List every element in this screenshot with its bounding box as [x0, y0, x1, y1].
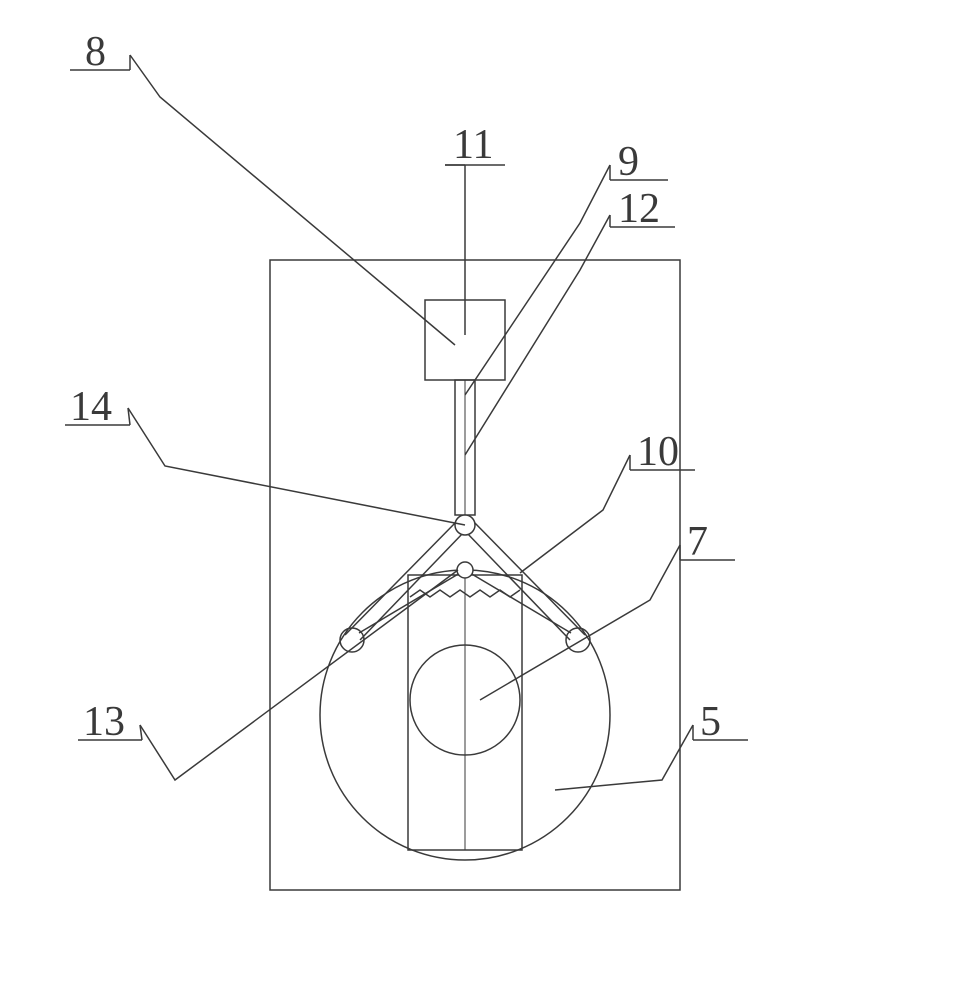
leader-12	[465, 215, 610, 455]
leader-5	[555, 725, 693, 790]
callout-10: 10	[637, 429, 679, 475]
callout-11: 11	[453, 122, 493, 168]
callout-12: 12	[618, 186, 660, 232]
callout-14: 14	[70, 384, 112, 430]
leader-9	[465, 165, 610, 395]
callout-13: 13	[83, 699, 125, 745]
leader-10	[520, 455, 630, 573]
callout-7: 7	[687, 519, 708, 565]
technical-diagram: 8 11 912 14 107 5 13	[0, 0, 953, 1000]
callout-8: 8	[85, 29, 106, 75]
leader-7	[480, 545, 680, 700]
callout-9: 9	[618, 139, 639, 185]
arm-left-outer	[345, 520, 458, 635]
callout-5: 5	[700, 699, 721, 745]
leader-14	[128, 408, 465, 525]
pivot-mid	[457, 562, 473, 578]
leader-13	[140, 570, 458, 780]
leader-8	[130, 55, 455, 345]
